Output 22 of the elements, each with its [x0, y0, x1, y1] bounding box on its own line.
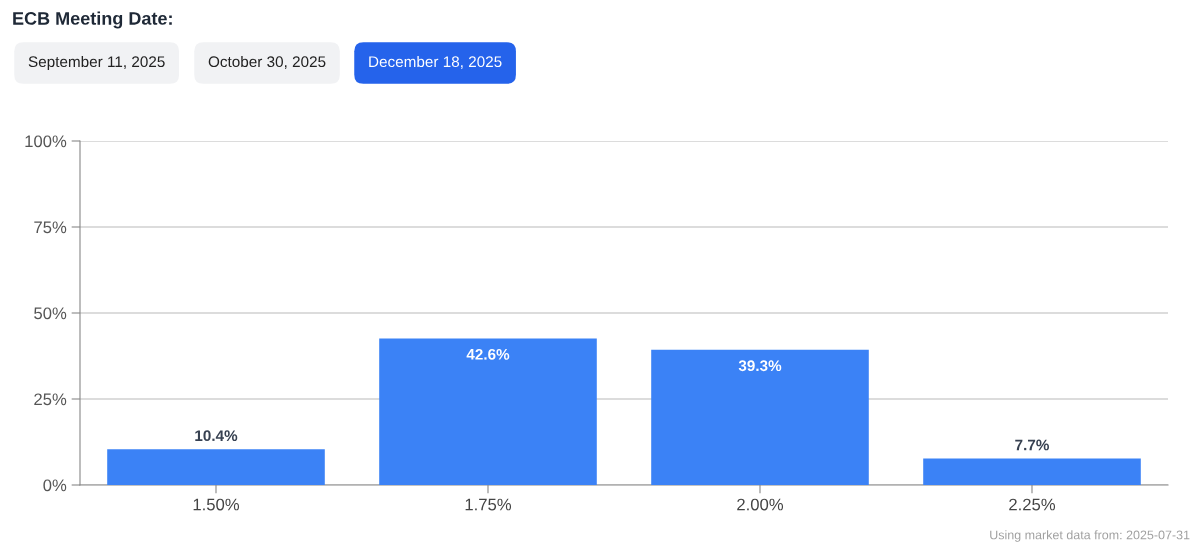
y-tick-label: 100% [25, 135, 67, 148]
bar [379, 338, 597, 485]
data-label: 42.6% [466, 348, 510, 360]
data-label: 7.7% [1015, 439, 1050, 451]
y-tick-label: 0% [43, 479, 67, 492]
chart-title: ECB Meeting Date: [13, 11, 172, 29]
y-tick-label: 75% [34, 221, 67, 234]
x-tick-label: 2.00% [737, 498, 784, 511]
data-label: 39.3% [738, 360, 782, 372]
bar [107, 449, 325, 485]
bar [651, 349, 869, 485]
x-tick-label: 2.25% [1009, 498, 1056, 511]
data-label: 10.4% [195, 430, 238, 442]
text: Using market data from: 2025-07-31 [990, 530, 1190, 542]
bar [923, 458, 1141, 485]
text: October 30, 2025 [208, 55, 326, 69]
text: December 18, 2025 [369, 55, 502, 69]
x-tick-label: 1.75% [465, 498, 512, 511]
y-tick-label: 50% [34, 307, 67, 320]
x-tick-label: 1.50% [193, 498, 240, 511]
text: September 11, 2025 [28, 55, 165, 71]
y-tick-label: 25% [34, 393, 67, 406]
